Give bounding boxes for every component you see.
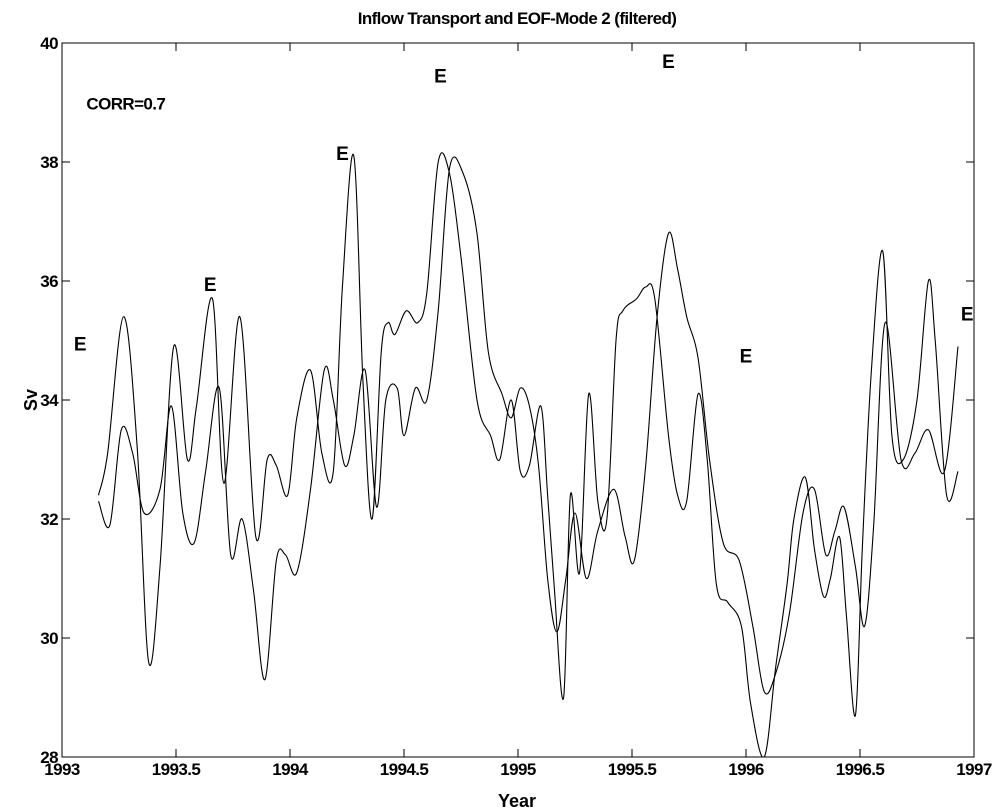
y-tick-label: 34: [40, 391, 59, 410]
x-tick-label: 1997: [956, 760, 992, 779]
annotations: CORR=0.7 E E E E E E E: [74, 52, 974, 368]
event-marker-e: E: [434, 67, 447, 88]
y-tick-label: 38: [40, 153, 58, 172]
x-tick-label: 1995: [500, 760, 536, 779]
x-tick-label: 1996.5: [836, 760, 885, 779]
y-tick-label: 40: [40, 34, 58, 53]
series-line-1: [97, 152, 959, 757]
series-line-2: [97, 156, 959, 695]
chart-title: Inflow Transport and EOF-Mode 2 (filtere…: [358, 9, 677, 28]
x-tick-label: 1994: [272, 760, 309, 779]
event-marker-e: E: [336, 144, 349, 165]
x-tick-label: 1993.5: [152, 760, 201, 779]
plot-frame: [61, 42, 975, 758]
data-lines: [97, 152, 959, 757]
y-tick-label: 28: [40, 748, 58, 767]
x-tick-label: 1993: [44, 760, 80, 779]
y-tick-label: 36: [40, 272, 58, 291]
x-tick-label: 1994.5: [380, 760, 429, 779]
x-tick-label: 1996: [728, 760, 764, 779]
x-tick-label: 1995.5: [608, 760, 657, 779]
correlation-label: CORR=0.7: [86, 95, 165, 114]
event-marker-e: E: [204, 275, 217, 296]
x-axis-label: Year: [498, 791, 536, 811]
event-marker-e: E: [961, 305, 974, 326]
event-marker-e: E: [662, 52, 675, 73]
y-ticks: 28 30 32 34 36 38 40: [40, 34, 974, 767]
y-tick-label: 30: [40, 629, 58, 648]
y-tick-label: 32: [40, 510, 58, 529]
y-axis-label: Sv: [21, 389, 41, 411]
event-marker-e: E: [74, 334, 87, 355]
x-ticks: 1993 1993.5 1994 1994.5 1995 1995.5 1996 1996.5…: [44, 43, 992, 779]
event-marker-e: E: [740, 346, 753, 367]
